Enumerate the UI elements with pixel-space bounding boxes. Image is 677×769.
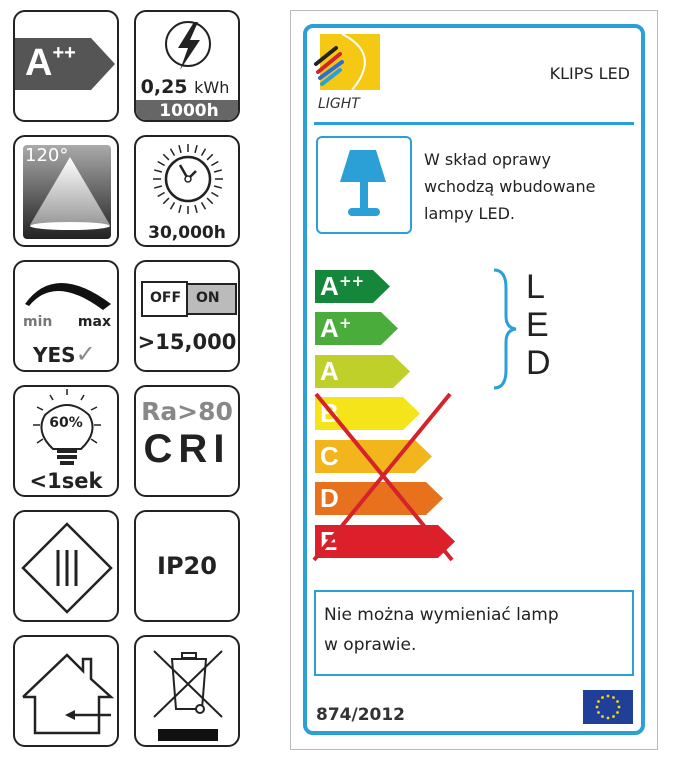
switch-off-label: OFF [150,290,182,306]
consumption-hours: 1000h [136,100,238,120]
ip-rating: IP20 [157,552,217,580]
energy-class-value: A [25,42,53,84]
ip-tile: IP20 [134,510,240,622]
product-name: KLIPS LED [549,64,630,83]
dimmable-answer: YES [33,343,76,367]
check-icon: ✓ [75,340,96,368]
warmup-percent: 60% [49,415,83,431]
energy-label [303,24,645,735]
cri-ra: Ra>80 [141,397,233,426]
description-line: W skład oprawy [424,150,551,169]
switching-cycles: >15,000 [137,330,237,354]
regulation-number: 874/2012 [316,705,406,725]
energy-class-label: A [320,356,339,386]
cri-label: CRI [143,427,231,471]
lightning-icon [165,21,211,70]
warmup-time: <1sek [29,469,103,493]
energy-class-bar: D [315,482,443,515]
protection-class-tile: III [13,510,119,622]
switch-icon [141,281,237,317]
energy-class-sup: + [339,314,352,332]
energy-class-sup: ++ [339,272,365,290]
dimmable-min: min [23,314,53,330]
warmup-tile: 60% <1sek [13,385,119,497]
energy-class-label: D [320,483,339,513]
cri-tile: Ra>80 CRI [134,385,240,497]
energy-label-frame [290,10,658,750]
crossed-bin-icon [153,650,223,741]
consumption-value: 0,25 [140,76,188,98]
dimmable-tile: min max YES✓ [13,260,119,372]
led-letter: D [526,344,551,382]
brand-text: LIGHT [318,96,361,112]
consumption-tile: 0,25 kWh 1000h [134,10,240,122]
indoor-use-tile [13,635,119,747]
energy-class-label: C [320,441,339,471]
switching-tile: OFF ON >15,000 [134,260,240,372]
clock-icon [153,144,223,214]
header-divider [314,122,634,125]
led-letter: E [526,306,549,344]
weee-tile [134,635,240,747]
lifetime-tile: 30,000h [134,135,240,247]
eu-flag-icon [583,690,633,724]
energy-arrow-icon [15,38,115,90]
note-line: w oprawie. [324,635,417,655]
energy-class-bar: A [315,355,410,388]
lifetime-value: 30,000h [148,223,226,243]
energy-class-bar: A ++ [315,270,390,303]
brand-logo: LIGHT [314,34,380,112]
description: W skład oprawy wchodzą wbudowane lampy L… [424,146,595,227]
consumption-unit: kWh [194,78,230,97]
energy-class-bar: C [315,440,432,473]
dimmable-max: max [77,314,111,330]
lamp-icon-box [316,136,412,234]
led-brace-icon [493,268,517,390]
energy-class-sup: ++ [52,42,76,64]
dimmer-arc-icon [25,283,111,310]
bulb-icon [33,389,101,465]
red-cross-icon [312,392,454,562]
class-iii-diamond-icon [21,522,113,614]
beam-angle-icon [23,145,111,239]
switch-on-label: ON [196,290,220,306]
description-line: wchodzą wbudowane [424,177,596,196]
led-vertical-text: L E D [526,268,551,382]
energy-class-bar: A + [315,312,398,345]
description-line: lampy LED. [424,204,515,223]
note-box: Nie można wymieniać lamp w oprawie. [314,590,634,676]
beam-angle-value: 120° [25,145,69,166]
lamp-icon [340,150,386,216]
energy-class-label: A [320,271,339,301]
note-line: Nie można wymieniać lamp [324,605,559,625]
beam-angle-tile: 120° [13,135,119,247]
led-letter: L [526,268,545,306]
energy-class-tile: A++ [13,10,119,122]
house-arrow-icon [22,653,115,735]
energy-class-label: A [320,313,339,343]
